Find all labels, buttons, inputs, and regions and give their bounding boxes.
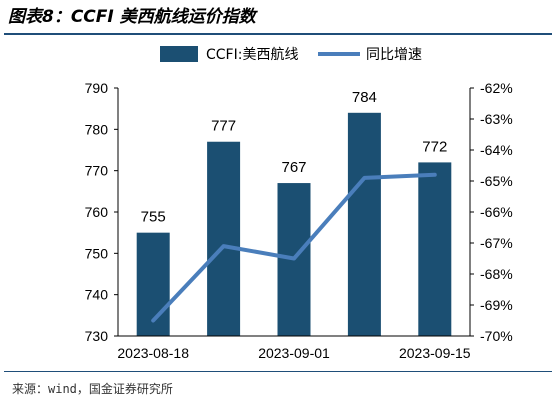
right-tick-label: -69%	[480, 297, 513, 313]
left-axis: 790 780 770 760 750 740 730	[85, 80, 119, 344]
data-label: 784	[352, 89, 377, 106]
left-tick-label: 750	[85, 245, 109, 261]
right-tick-label: -70%	[480, 328, 513, 344]
legend: CCFI:美西航线 同比增速	[160, 46, 422, 63]
legend-label-bar: CCFI:美西航线	[206, 47, 298, 63]
bar	[207, 141, 241, 336]
bar	[347, 112, 381, 336]
right-tick-label: -63%	[480, 111, 513, 127]
right-tick-label: -64%	[480, 142, 513, 158]
chart: CCFI:美西航线 同比增速 790 780 770 760 750 740 730 -62%…	[85, 46, 513, 361]
right-tick-label: -62%	[480, 80, 513, 96]
left-tick-label: 740	[85, 287, 109, 303]
right-tick-label: -67%	[480, 235, 513, 251]
left-tick-label: 730	[85, 328, 109, 344]
right-axis: -62% -63% -64% -65% -66% -67% -68% -69% -70%	[469, 80, 513, 344]
left-tick-label: 760	[85, 204, 109, 220]
bar-series	[136, 112, 452, 336]
right-tick-label: -68%	[480, 266, 513, 282]
x-axis: 2023-08-18 2023-09-01 2023-09-15	[117, 335, 471, 361]
data-labels: 755 777 767 784 772	[141, 89, 448, 226]
source-note: 来源：wind，国金证券研究所	[12, 382, 173, 396]
line-series	[151, 172, 437, 323]
legend-swatch-bar	[160, 46, 198, 62]
data-label: 767	[281, 159, 306, 176]
x-tick-label: 2023-08-18	[117, 345, 189, 361]
right-tick-label: -66%	[480, 204, 513, 220]
title-underline	[4, 33, 552, 35]
legend-label-line: 同比增速	[366, 47, 422, 63]
left-tick-label: 770	[85, 163, 109, 179]
left-tick-label: 780	[85, 121, 109, 137]
figure-title: 图表8：CCFI 美西航线运价指数	[8, 7, 256, 27]
source-divider	[4, 371, 552, 372]
data-label: 755	[141, 209, 166, 226]
bar	[418, 162, 452, 336]
left-tick-label: 790	[85, 80, 109, 96]
x-tick-label: 2023-09-15	[399, 345, 471, 361]
data-label: 772	[422, 138, 447, 155]
x-tick-label: 2023-09-01	[258, 345, 330, 361]
data-label: 777	[211, 118, 236, 135]
right-tick-label: -65%	[480, 173, 513, 189]
